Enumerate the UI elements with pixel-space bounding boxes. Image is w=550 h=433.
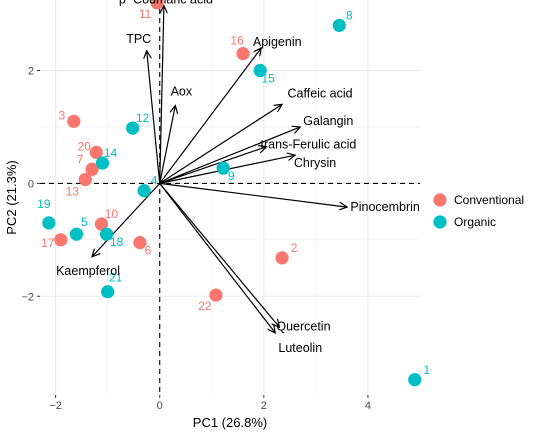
legend-key-conventional	[433, 193, 447, 207]
point-organic-9	[216, 161, 230, 175]
legend: Conventional Organic	[433, 193, 524, 229]
loading-label: Luteolin	[278, 341, 322, 355]
point-conventional-2	[275, 251, 289, 265]
loading-label: Kaempferol	[56, 264, 120, 278]
observation-points	[42, 0, 422, 387]
loading-label: Aox	[171, 85, 193, 99]
y-tick-label: −2	[21, 291, 34, 303]
point-organic-19	[42, 216, 56, 230]
loading-label: trans-Ferulic acid	[261, 138, 357, 152]
loading-arrow	[147, 51, 161, 184]
point-label: 7	[77, 152, 84, 166]
point-label: 15	[262, 72, 276, 86]
point-label: 10	[105, 207, 119, 221]
point-conventional-22	[209, 288, 223, 302]
loading-label: Pinocembrin	[350, 200, 420, 214]
loading-arrow	[159, 183, 280, 327]
point-conventional-16	[236, 47, 250, 61]
point-label: 13	[66, 184, 80, 198]
point-label: 3	[58, 108, 65, 122]
plot-panel	[40, 0, 420, 395]
point-conventional-20	[89, 145, 103, 159]
point-conventional-6	[133, 236, 147, 250]
x-axis-title: PC1 (26.8%)	[193, 415, 267, 430]
x-tick-label: −2	[49, 400, 62, 412]
loading-arrow	[159, 48, 262, 184]
point-organic-5	[69, 227, 84, 241]
point-conventional-7	[85, 162, 99, 176]
y-tick-label: 0	[28, 178, 34, 190]
zero-lines	[40, 0, 420, 395]
loading-label: p−Coumaric acid	[119, 0, 213, 7]
point-label: 8	[346, 8, 353, 22]
point-conventional-11	[150, 0, 164, 10]
point-label: 14	[104, 146, 118, 160]
loading-label: Quercetin	[276, 319, 330, 333]
point-organic-1	[408, 373, 422, 387]
point-label: 5	[81, 215, 88, 229]
point-organic-12	[126, 121, 140, 135]
point-organic-14	[95, 156, 110, 170]
loading-label: Chrysin	[294, 156, 336, 170]
point-label: 20	[78, 139, 92, 153]
panel-background	[40, 0, 420, 395]
y-axis-title: PC2 (21.3%)	[4, 160, 19, 234]
point-label: 11	[139, 7, 152, 21]
legend-label-organic: Organic	[454, 215, 496, 229]
loading-label: Caffeic acid	[288, 86, 353, 100]
loading-label: Apigenin	[253, 35, 302, 49]
point-organic-18	[100, 227, 114, 241]
point-label: 17	[41, 236, 55, 250]
point-label: 19	[37, 197, 51, 211]
point-label: 21	[109, 271, 123, 285]
point-conventional-17	[54, 233, 68, 247]
point-label: 16	[230, 34, 244, 48]
point-organic-21	[101, 285, 115, 299]
point-label: 1	[423, 363, 430, 377]
loading-labels: p−Coumaric acid TPC Aox Apigenin Caffeic aci…	[56, 0, 420, 355]
point-organic-15	[253, 63, 267, 78]
axis-ticks: −2 0 2 4 −2 0 2	[21, 66, 371, 412]
loading-label: TPC	[126, 32, 151, 46]
loading-arrow	[159, 106, 176, 184]
legend-label-conventional: Conventional	[454, 193, 524, 207]
loading-arrow	[159, 6, 164, 184]
loading-arrow	[159, 104, 282, 184]
x-tick-label: 2	[261, 400, 267, 412]
point-label: 2	[291, 241, 298, 255]
loading-arrow	[159, 127, 301, 184]
x-tick-label: 0	[157, 400, 163, 412]
legend-key-organic	[433, 215, 447, 229]
loading-arrow	[159, 183, 276, 333]
point-label: 9	[228, 169, 235, 183]
point-organic-4	[137, 184, 151, 198]
point-conventional-3	[67, 114, 81, 128]
loading-label: Galangin	[303, 114, 353, 128]
loading-arrows	[92, 6, 347, 333]
point-label: 6	[145, 244, 152, 258]
y-tick-label: 2	[28, 66, 34, 78]
point-label: 12	[136, 111, 150, 125]
point-conventional-13	[78, 172, 92, 187]
point-label: 22	[198, 299, 212, 313]
point-organic-8	[332, 18, 346, 32]
point-conventional-10	[94, 217, 109, 231]
loading-arrow	[159, 182, 347, 207]
point-label: 18	[110, 235, 124, 249]
x-tick-label: 4	[365, 400, 371, 412]
loading-arrow	[159, 147, 267, 184]
point-label: 4	[151, 174, 158, 188]
